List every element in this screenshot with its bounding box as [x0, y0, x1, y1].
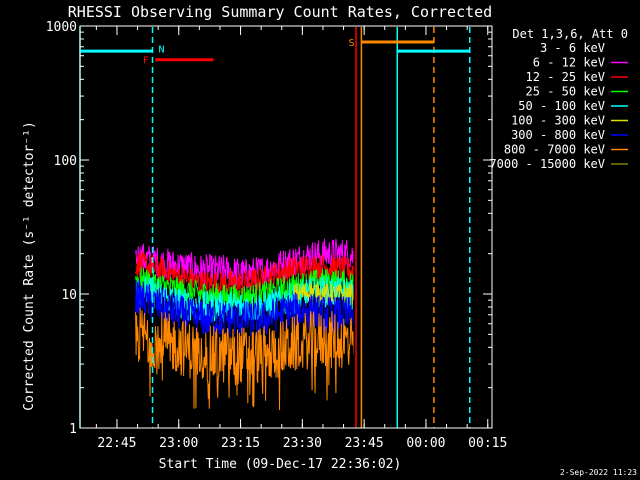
legend-label-3: 25 - 50 keV: [526, 85, 605, 99]
y-tick-label: 1000: [46, 20, 77, 35]
x-tick-label: 23:30: [283, 436, 322, 451]
axes-layer: 1 10 100 1000 22:45 23:00 23:15 23:30 23:45 00:00…: [46, 20, 508, 451]
legend-label-4: 50 - 100 keV: [518, 99, 605, 113]
y-tick-label: 10: [61, 288, 77, 303]
legend-title: Det 1,3,6, Att 0: [512, 27, 628, 41]
legend-label-8: 7000 - 15000 keV: [489, 157, 605, 171]
legend-label-5: 100 - 300 keV: [511, 114, 605, 128]
legend-label-7: 800 - 7000 keV: [504, 143, 605, 157]
event-marker-F: F: [143, 56, 149, 67]
legend-label-0: 3 - 6 keV: [540, 41, 605, 55]
y-axis-label: Corrected Count Rate (s⁻¹ detector⁻¹): [22, 121, 37, 411]
series-line-0: [135, 148, 355, 169]
y-tick-label: 1: [69, 422, 77, 437]
event-marker-N: N: [159, 44, 165, 55]
series-line-5: [293, 281, 355, 305]
x-tick-label: 00:00: [406, 436, 445, 451]
plot-date-footer: 2-Sep-2022 11:23: [560, 468, 637, 477]
plot-frame: [79, 25, 493, 429]
series-line-2: [135, 251, 355, 297]
legend-label-1: 6 - 12 keV: [533, 56, 605, 70]
series-line-7: [135, 307, 355, 411]
x-axis-label: Start Time (09-Dec-17 22:36:02): [159, 457, 402, 472]
x-tick-label: 22:45: [97, 436, 136, 451]
legend-label-2: 12 - 25 keV: [526, 70, 605, 84]
x-tick-label: 00:15: [468, 436, 507, 451]
x-tick-label: 23:15: [221, 436, 260, 451]
x-tick-label: 23:00: [159, 436, 198, 451]
legend-label-6: 300 - 800 keV: [511, 128, 605, 142]
x-tick-label: 23:45: [345, 436, 384, 451]
series-layer: [135, 148, 355, 428]
chart-title: RHESSI Observing Summary Count Rates, Co…: [68, 3, 492, 21]
event-marker-S: S: [348, 38, 354, 49]
series-line-6: [135, 278, 355, 337]
y-tick-label: 100: [54, 154, 77, 169]
